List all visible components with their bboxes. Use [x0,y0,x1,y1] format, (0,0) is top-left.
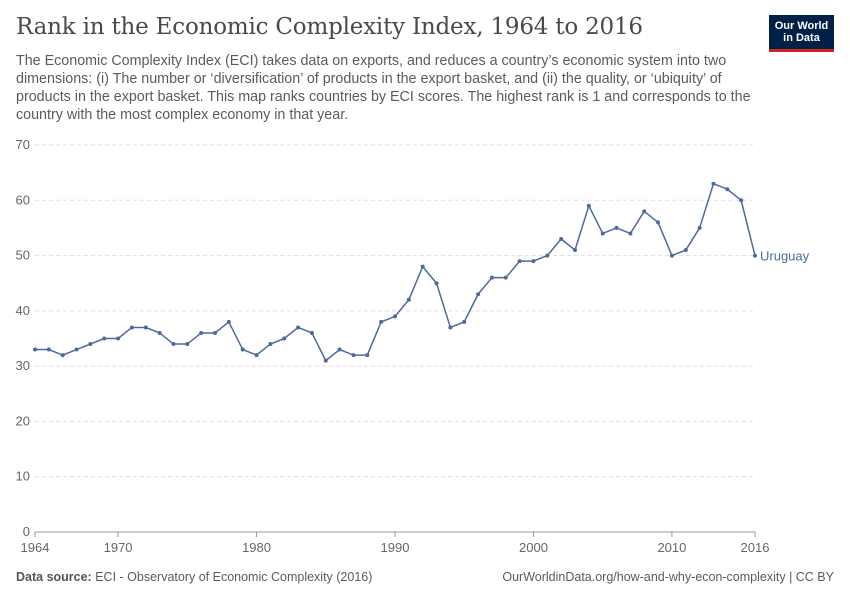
data-point [60,353,65,358]
x-tick-label: 1970 [104,540,133,555]
data-point [185,342,190,347]
data-point [448,325,453,330]
logo-line-1: Our World [774,20,829,32]
data-point [46,347,51,352]
data-point [323,358,328,363]
data-point [434,281,439,286]
data-point [683,248,688,253]
data-point [282,336,287,341]
data-point [503,275,508,280]
data-point [74,347,79,352]
data-point [669,253,674,258]
data-point [531,259,536,264]
y-tick-label: 20 [16,413,30,428]
chart-subtitle: The Economic Complexity Index (ECI) take… [16,53,751,123]
data-point [309,330,314,335]
data-point [102,336,107,341]
data-source: Data source: ECI - Observatory of Econom… [16,570,372,584]
y-tick-label: 40 [16,303,30,318]
x-tick-label: 1980 [242,540,271,555]
data-point [171,342,176,347]
data-point [656,220,661,225]
data-point [199,330,204,335]
data-point [545,253,550,258]
logo-line-2: in Data [783,32,820,44]
data-point [725,187,730,192]
y-tick-label: 60 [16,192,30,207]
y-tick-label: 0 [23,524,30,539]
data-point [143,325,148,330]
data-point [33,347,37,352]
data-source-label: Data source: [16,570,92,584]
y-tick-label: 50 [16,248,30,263]
x-tick-label: 1964 [21,540,50,555]
data-point [559,236,564,241]
data-point [476,292,481,297]
data-point [600,231,605,236]
data-point [254,353,259,358]
data-point [393,314,397,319]
data-point [116,336,121,341]
y-tick-label: 70 [16,137,30,152]
owid-logo[interactable]: Our World in Data [769,15,834,52]
data-point [213,330,217,335]
data-point [268,342,273,347]
data-source-text[interactable]: ECI - Observatory of Economic Complexity… [95,570,373,584]
data-point [697,225,702,230]
data-point [157,330,162,335]
data-point [642,209,647,214]
data-point [489,275,494,280]
data-point [628,231,633,236]
data-point [739,198,744,203]
x-tick-label: 1990 [381,540,410,555]
data-point [406,297,411,302]
data-point [337,347,342,352]
data-point [586,203,591,208]
data-point [420,264,425,269]
data-point [711,181,716,186]
y-tick-label: 10 [16,469,30,484]
data-point [573,248,577,253]
data-point [129,325,134,330]
data-point [614,225,619,230]
data-point [226,319,231,324]
data-point [88,342,93,347]
x-tick-label: 2000 [519,540,548,555]
series-label: Uruguay [760,249,810,264]
data-point [462,319,467,324]
x-tick-label: 2016 [741,540,770,555]
data-point [365,353,370,358]
data-point [240,347,245,352]
chart-title: Rank in the Economic Complexity Index, 1… [16,14,643,40]
y-tick-label: 30 [16,358,30,373]
x-tick-label: 2010 [657,540,686,555]
data-point [379,319,384,324]
series-line [35,182,756,362]
url-license[interactable]: OurWorldinData.org/how-and-why-econ-comp… [502,570,834,584]
data-point [753,253,757,258]
data-point [517,259,522,264]
data-point [351,353,356,358]
data-point [296,325,301,330]
